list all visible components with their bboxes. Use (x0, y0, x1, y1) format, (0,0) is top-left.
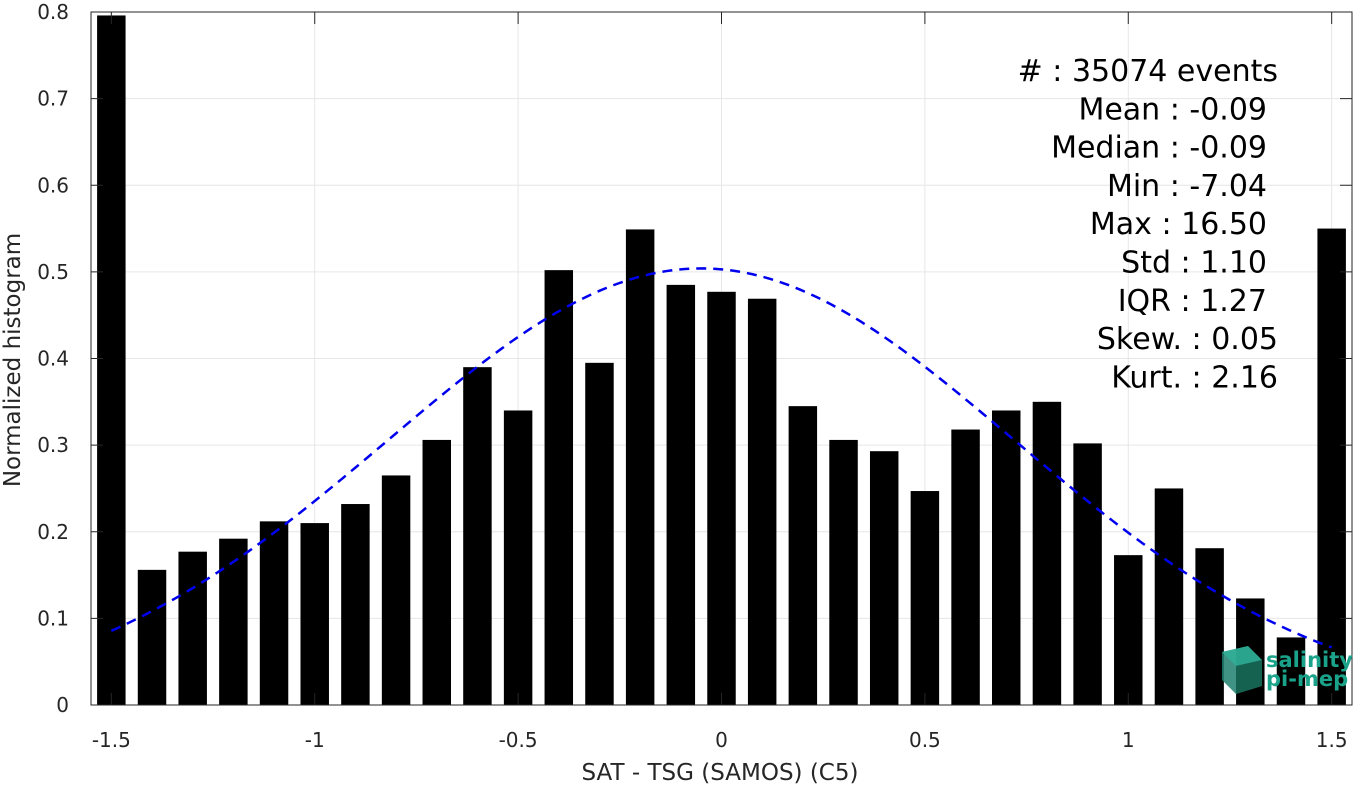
histogram-bar (1317, 228, 1346, 705)
stats-line: # : 35074 events (1018, 54, 1278, 89)
y-tick-label: 0.3 (37, 433, 69, 457)
histogram-bar (910, 491, 940, 705)
histogram-bar (747, 298, 777, 705)
histogram-bar (219, 538, 248, 705)
histogram-bar (178, 551, 207, 705)
histogram-bar (463, 367, 492, 705)
y-tick-label: 0 (56, 693, 69, 717)
y-tick-label: 0.7 (37, 87, 69, 111)
x-tick-label: 0 (715, 728, 728, 752)
y-axis-label: Normalized histogram (0, 233, 26, 487)
y-tick-label: 0.8 (37, 0, 69, 24)
histogram-bar (381, 475, 411, 705)
stats-line: Kurt. : 2.16 (1111, 360, 1278, 395)
histogram-bar (788, 406, 818, 705)
stats-line: IQR : 1.27 (1118, 284, 1267, 319)
histogram-bar (1195, 548, 1224, 705)
x-tick-label: 1.5 (1316, 728, 1348, 752)
histogram-bar (707, 291, 736, 705)
histogram-bar (341, 504, 370, 705)
x-axis-label: SAT - TSG (SAMOS) (C5) (582, 760, 859, 785)
stats-line: Min : -7.04 (1107, 169, 1267, 204)
logo-cube-face-icon (1222, 646, 1262, 666)
histogram-bar (829, 439, 858, 705)
y-tick-labels: 0 0.1 0.2 0.3 0.4 0.5 0.6 0.7 0.8 (37, 0, 69, 717)
histogram-bar (97, 15, 126, 705)
histogram-bar (259, 521, 289, 705)
stats-line: Std : 1.10 (1121, 246, 1267, 281)
x-tick-label: -0.5 (499, 728, 538, 752)
y-tick-label: 0.2 (37, 520, 69, 544)
axis-ticks (91, 11, 1352, 706)
x-tick-label: 0.5 (909, 728, 941, 752)
gaussian-fit-curve (110, 267, 1333, 649)
stats-line: Max : 16.50 (1090, 207, 1267, 242)
histogram-bar (1114, 555, 1143, 705)
stats-line: Median : -0.09 (1051, 131, 1267, 166)
histogram-bar (422, 439, 451, 705)
histogram-bar (625, 229, 655, 705)
logo-text-line2: pi-mep (1266, 667, 1348, 691)
salinity-pi-mep-logo: salinity pi-mep (1222, 646, 1353, 694)
y-tick-label: 0.4 (37, 347, 69, 371)
x-tick-label: -1.5 (92, 728, 131, 752)
histogram-bar (951, 429, 980, 705)
histogram-bar (1073, 443, 1102, 705)
histogram-bar (585, 362, 614, 705)
histogram-bar (1032, 401, 1062, 705)
histogram-bars (97, 15, 1346, 705)
histogram-bar (992, 410, 1021, 705)
stats-line: Skew. : 0.05 (1097, 322, 1278, 357)
histogram-bar (869, 451, 899, 705)
histogram-bar (300, 523, 329, 705)
stats-line: Mean : -0.09 (1078, 92, 1267, 127)
logo-cube-side-icon (1236, 660, 1262, 694)
histogram-bar (1154, 488, 1184, 705)
x-tick-label: -1 (305, 728, 325, 752)
x-tick-label: 1 (1122, 728, 1135, 752)
grid-lines (91, 11, 1352, 706)
histogram-bar (137, 569, 167, 705)
histogram-bar (1276, 637, 1306, 705)
histogram-bar (666, 284, 696, 705)
x-tick-labels: -1.5 -1 -0.5 0 0.5 1 1.5 (92, 728, 1348, 752)
logo-text-line1: salinity (1266, 648, 1353, 672)
y-tick-label: 0.5 (37, 260, 69, 284)
histogram-bar (544, 270, 574, 705)
y-tick-label: 0.1 (37, 606, 69, 630)
histogram-bar (503, 410, 533, 705)
y-tick-label: 0.6 (37, 173, 69, 197)
